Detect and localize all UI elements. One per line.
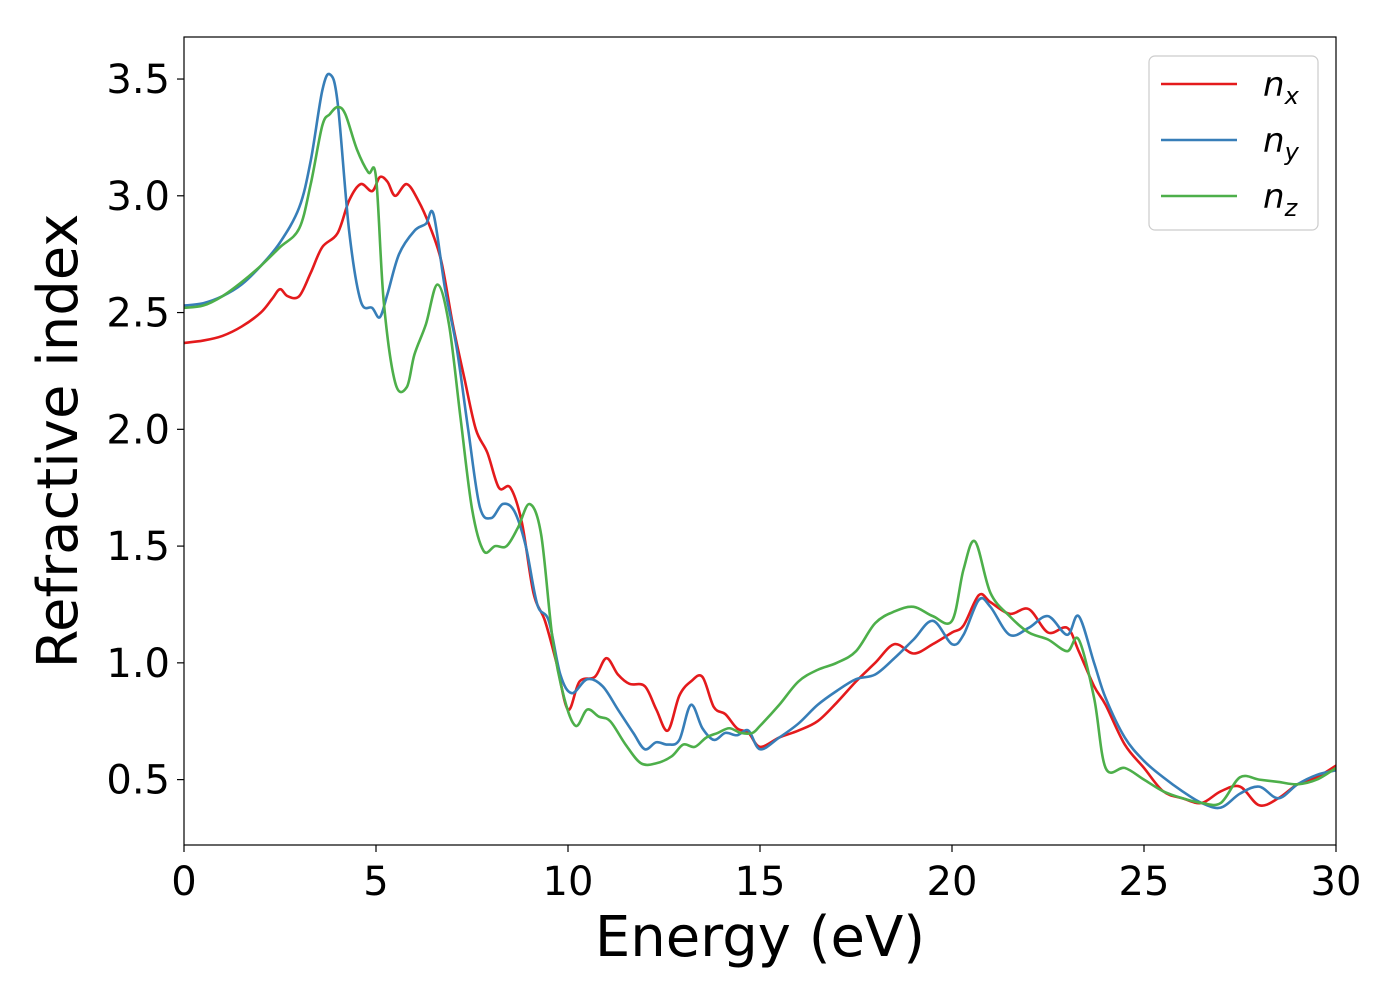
y-tick-label: 0.5 bbox=[106, 758, 170, 804]
x-axis-label: Energy (eV) bbox=[595, 905, 925, 970]
legend-entry-x: nx bbox=[1161, 65, 1300, 110]
legend-entry-z: nz bbox=[1161, 177, 1299, 222]
legend-label: nx bbox=[1263, 65, 1300, 110]
legend-box bbox=[1148, 55, 1319, 231]
legend-label: ny bbox=[1263, 121, 1300, 166]
legend-entry-y: ny bbox=[1161, 121, 1300, 166]
y-axis-label: Refractive index bbox=[26, 214, 91, 669]
y-tick-label: 1.5 bbox=[106, 524, 170, 570]
y-axis: 0.5 1.0 1.5 2.0 2.5 3.0 3.5 bbox=[106, 57, 184, 804]
x-axis: 0 5 10 15 20 25 30 bbox=[171, 845, 1361, 905]
y-tick-label: 2.5 bbox=[106, 291, 170, 337]
x-tick-label: 15 bbox=[735, 859, 786, 905]
x-tick-label: 5 bbox=[363, 859, 388, 905]
series-line-z bbox=[184, 105, 1336, 807]
y-tick-label: 2.0 bbox=[106, 407, 170, 453]
legend-label: nz bbox=[1263, 177, 1299, 222]
y-tick-label: 1.0 bbox=[106, 641, 170, 687]
series-layer bbox=[184, 72, 1336, 810]
x-tick-label: 0 bbox=[171, 859, 196, 905]
y-tick-label: 3.0 bbox=[106, 174, 170, 220]
legend: nx ny nz bbox=[1148, 55, 1319, 231]
x-tick-label: 25 bbox=[1119, 859, 1170, 905]
y-tick-label: 3.5 bbox=[106, 57, 170, 103]
series-line-y bbox=[184, 72, 1336, 810]
x-tick-label: 10 bbox=[543, 859, 594, 905]
x-tick-label: 20 bbox=[927, 859, 978, 905]
x-tick-label: 30 bbox=[1311, 859, 1362, 905]
